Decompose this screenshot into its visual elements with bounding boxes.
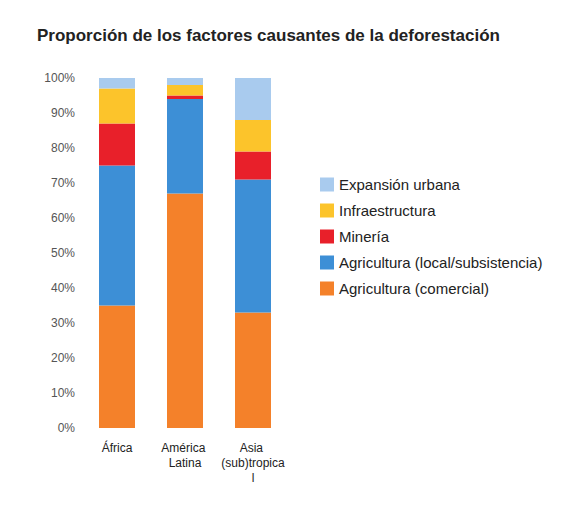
svg-text:Infraestructura: Infraestructura [339, 202, 436, 219]
svg-text:Proporción de los factores cau: Proporción de los factores causantes de … [37, 26, 500, 45]
svg-text:África: África [102, 440, 133, 455]
svg-text:20%: 20% [51, 351, 75, 365]
svg-text:Minería: Minería [339, 228, 390, 245]
svg-text:100%: 100% [44, 71, 75, 85]
svg-text:Latina: Latina [169, 456, 202, 470]
svg-text:Asia: Asia [240, 441, 267, 455]
svg-text:80%: 80% [51, 141, 75, 155]
svg-text:l: l [252, 471, 255, 485]
svg-text:(sub)tropica: (sub)tropica [221, 456, 285, 470]
svg-text:70%: 70% [51, 176, 75, 190]
svg-text:90%: 90% [51, 106, 75, 120]
svg-text:40%: 40% [51, 281, 75, 295]
svg-text:10%: 10% [51, 386, 75, 400]
svg-text:Expansión urbana: Expansión urbana [339, 176, 461, 193]
svg-text:30%: 30% [51, 316, 75, 330]
svg-text:Agricultura (local/subsistenci: Agricultura (local/subsistencia) [339, 254, 542, 271]
svg-text:Agricultura (comercial): Agricultura (comercial) [339, 280, 489, 297]
svg-text:60%: 60% [51, 211, 75, 225]
svg-text:50%: 50% [51, 246, 75, 260]
svg-text:0%: 0% [58, 421, 76, 435]
svg-text:América: América [161, 441, 208, 455]
